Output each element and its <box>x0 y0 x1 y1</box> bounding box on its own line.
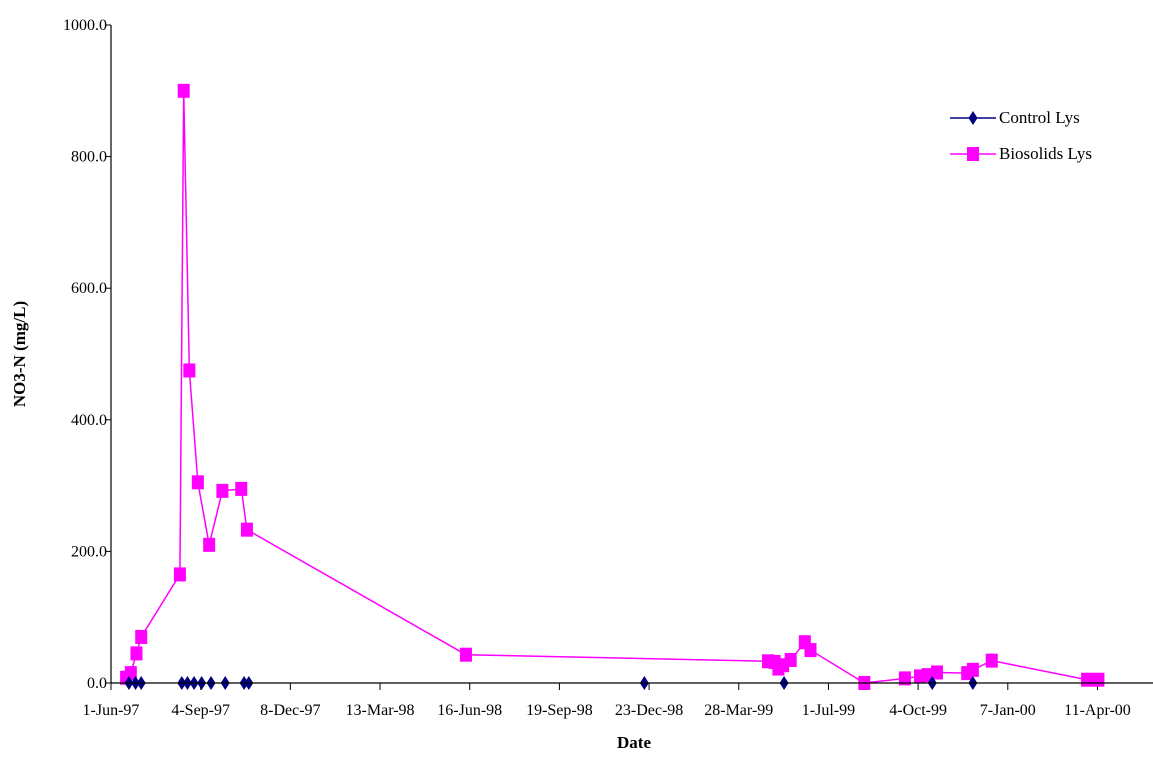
data-point <box>183 363 196 378</box>
data-point <box>216 483 229 498</box>
legend-label: Control Lys <box>999 108 1080 127</box>
legend: Control Lys Biosolids Lys <box>950 108 1092 163</box>
data-point <box>898 671 911 686</box>
y-axis-title: NO3-N (mg/L) <box>10 301 29 407</box>
x-tick-label: 8-Dec-97 <box>260 702 320 719</box>
y-tick-label: 800.0 <box>71 149 107 166</box>
data-point <box>985 653 998 668</box>
data-point <box>459 647 472 662</box>
y-tick-label: 200.0 <box>71 543 107 560</box>
x-tick-label: 4-Oct-99 <box>889 702 947 719</box>
data-point <box>240 522 253 537</box>
data-point <box>921 668 934 683</box>
data-point <box>177 83 190 98</box>
x-tick-label: 7-Jan-00 <box>980 702 1036 719</box>
legend-item: Control Lys <box>950 108 1080 127</box>
x-tick-label: 19-Sep-98 <box>526 702 593 719</box>
data-point <box>135 629 148 644</box>
x-tick-label: 1-Jun-97 <box>83 702 140 719</box>
legend-item: Biosolids Lys <box>950 144 1092 163</box>
series-1 <box>120 83 1105 690</box>
x-tick-label: 28-Mar-99 <box>704 702 773 719</box>
x-tick-label: 11-Apr-00 <box>1064 702 1131 719</box>
x-tick-label: 13-Mar-98 <box>346 702 415 719</box>
data-point <box>1081 672 1094 687</box>
data-point <box>173 567 186 582</box>
x-axis-title: Date <box>617 733 651 752</box>
data-point <box>130 646 143 661</box>
legend-marker <box>967 147 979 161</box>
y-tick-label: 0.0 <box>87 675 107 692</box>
data-point <box>931 665 943 680</box>
y-tick-label: 1000.0 <box>63 17 107 34</box>
data-point <box>124 666 137 681</box>
legend-label: Biosolids Lys <box>999 144 1092 163</box>
y-tick-label: 600.0 <box>71 280 107 297</box>
data-point <box>203 537 216 552</box>
data-point <box>235 481 248 496</box>
y-tick-label: 400.0 <box>71 412 107 429</box>
x-tick-label: 1-Jul-99 <box>802 702 855 719</box>
data-point <box>784 652 797 667</box>
series-line <box>125 90 1099 684</box>
x-tick-label: 4-Sep-97 <box>171 702 230 719</box>
data-point <box>191 475 204 490</box>
data-point <box>1092 672 1105 687</box>
x-tick-label: 16-Jun-98 <box>437 702 502 719</box>
legend-marker <box>968 111 978 125</box>
data-point <box>966 662 979 677</box>
data-point <box>804 643 817 658</box>
x-tick-label: 23-Dec-98 <box>615 702 683 719</box>
